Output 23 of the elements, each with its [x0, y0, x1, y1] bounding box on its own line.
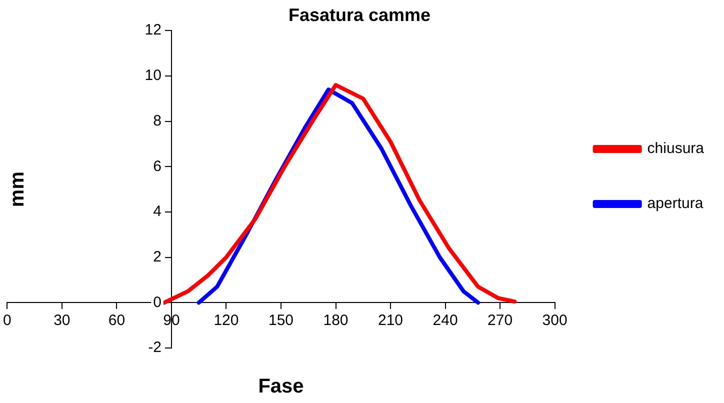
y-tick-label: 2 [153, 248, 162, 266]
x-tick-label: 300 [542, 312, 568, 329]
y-tick-label: 4 [153, 203, 162, 220]
y-axis-title: mm [6, 172, 29, 208]
x-tick-label: 270 [488, 312, 513, 329]
x-tick-label: 240 [432, 312, 458, 329]
chart-title: Fasatura camme [288, 4, 431, 25]
y-tick-label: 12 [144, 22, 162, 39]
y-tick-label: 10 [144, 67, 162, 84]
x-tick-label: 60 [108, 312, 126, 329]
y-tick-label: 0 [153, 294, 162, 311]
legend-label: chiusura [647, 140, 705, 158]
x-axis-title: Fase [258, 376, 304, 398]
x-tick-label: 210 [378, 312, 404, 329]
x-tick-label: 180 [323, 312, 348, 329]
y-tick-label: -2 [148, 339, 162, 356]
y-tick-label: 8 [153, 112, 162, 130]
legend-label: apertura [647, 195, 704, 212]
x-tick-label: 0 [3, 312, 12, 329]
x-tick-label: 30 [54, 312, 70, 329]
x-tick-label: 120 [214, 312, 239, 329]
x-tick-label: 150 [268, 312, 294, 329]
y-tick-label: 6 [153, 158, 162, 175]
